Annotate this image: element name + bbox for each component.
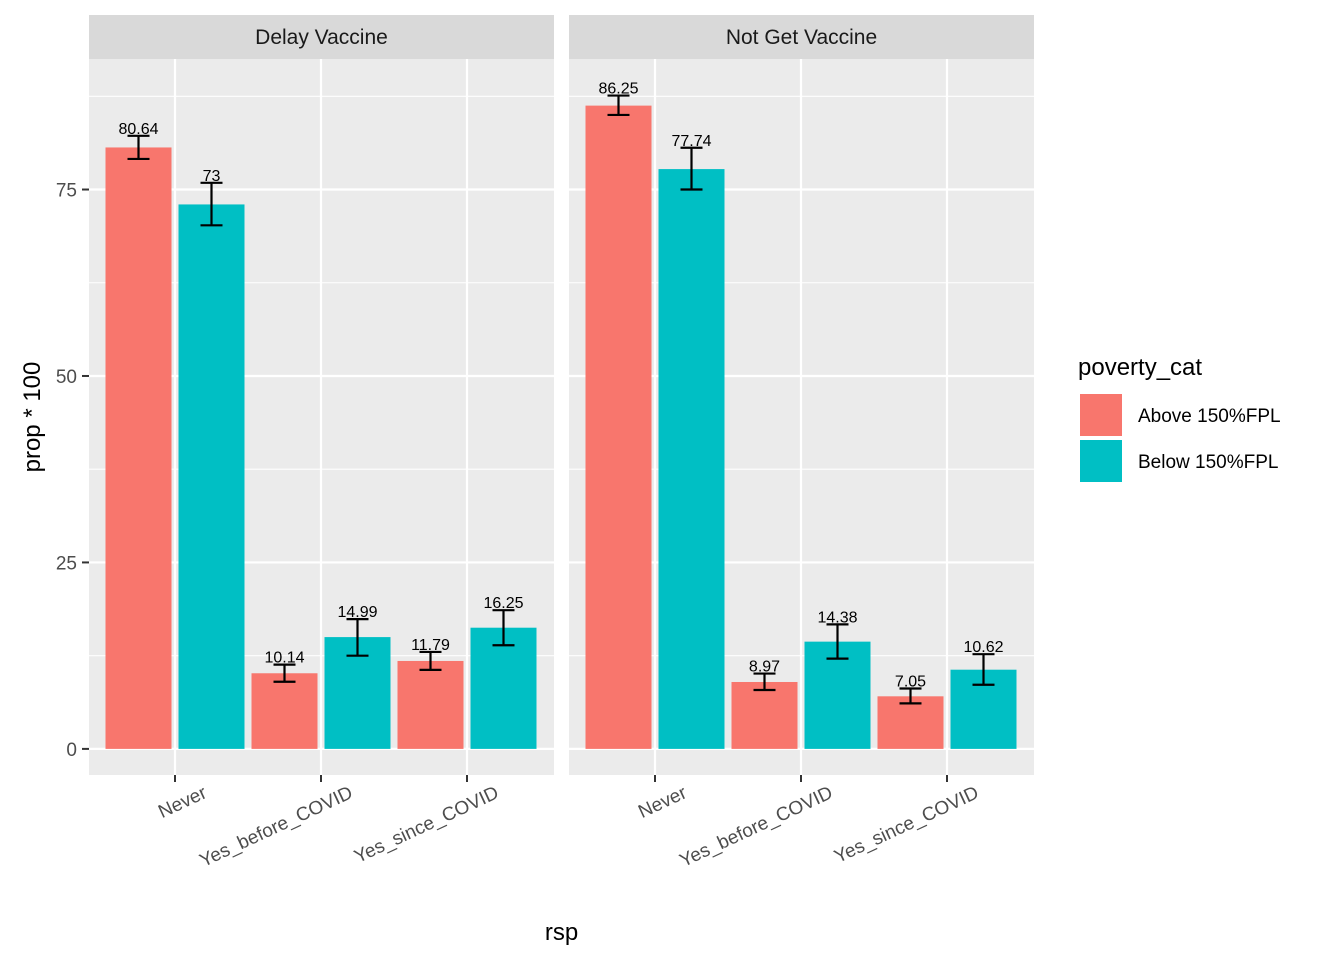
x-tick-label: Yes_before_COVID: [677, 782, 836, 871]
y-axis-title: prop * 100: [19, 362, 46, 473]
data-label: 80.64: [118, 121, 158, 138]
data-label: 86.25: [598, 81, 638, 98]
y-tick-label: 25: [56, 553, 77, 574]
legend: poverty_cat Above 150%FPL Below 150%FPL: [1078, 354, 1281, 482]
data-label: 11.79: [411, 637, 450, 654]
error-bar: [127, 134, 150, 161]
y-tick-label: 75: [56, 181, 77, 202]
bar: [397, 660, 464, 749]
error-bar: [972, 653, 995, 686]
panel-1: Delay Vaccine 80.64 10.14 11.79 73 14.99 16.25…: [89, 15, 554, 872]
data-label: 73: [203, 168, 221, 185]
x-tick-label: Yes_before_COVID: [197, 782, 356, 871]
error-bar: [826, 623, 849, 660]
bar: [105, 147, 172, 749]
error-bar: [346, 618, 369, 657]
error-bar: [607, 94, 630, 117]
y-axis: 0 25 50 75: [56, 181, 89, 761]
bar: [470, 627, 537, 749]
x-axis-title: rsp: [545, 919, 578, 946]
bar: [251, 673, 318, 749]
legend-entry: Above 150%FPL: [1080, 394, 1281, 436]
legend-key: [1080, 440, 1122, 482]
x-tick-label: Yes_since_COVID: [351, 782, 502, 867]
data-label: 16.25: [483, 595, 523, 612]
error-bar: [680, 146, 703, 191]
panels: Delay Vaccine 80.64 10.14 11.79 73 14.99 16.25…: [89, 15, 1034, 872]
error-bar: [492, 609, 515, 647]
legend-label: Above 150%FPL: [1138, 406, 1281, 427]
data-label: 10.14: [264, 650, 304, 667]
data-label: 14.38: [817, 609, 857, 626]
bar: [178, 204, 245, 749]
legend-title: poverty_cat: [1078, 354, 1202, 381]
panel-2: Not Get Vaccine 86.25 8.97 7.05 77.74 14.38 10…: [569, 15, 1034, 872]
bar: [877, 696, 944, 749]
facet-title: Not Get Vaccine: [726, 26, 877, 49]
error-bar: [273, 663, 296, 683]
data-label: 10.62: [963, 639, 1003, 656]
error-bar: [753, 672, 776, 692]
bar: [658, 169, 725, 749]
facet-strip: [569, 15, 1034, 59]
data-label: 14.99: [337, 604, 377, 621]
legend-key: [1080, 394, 1122, 436]
x-tick-label: Never: [155, 782, 210, 823]
x-tick-label: Yes_since_COVID: [831, 782, 982, 867]
facet-title: Delay Vaccine: [255, 26, 388, 49]
data-label: 8.97: [749, 659, 780, 676]
legend-label: Below 150%FPL: [1138, 452, 1278, 473]
bar: [731, 681, 798, 749]
x-tick-label: Never: [635, 782, 690, 823]
data-label: 7.05: [895, 673, 926, 690]
y-tick-label: 50: [56, 367, 77, 388]
error-bar: [419, 650, 442, 671]
y-tick-label: 0: [66, 740, 77, 761]
legend-entry: Below 150%FPL: [1080, 440, 1278, 482]
bar: [585, 105, 652, 749]
data-label: 77.74: [671, 133, 711, 150]
error-bar: [899, 687, 922, 705]
facet-strip: [89, 15, 554, 59]
error-bar: [200, 181, 223, 227]
